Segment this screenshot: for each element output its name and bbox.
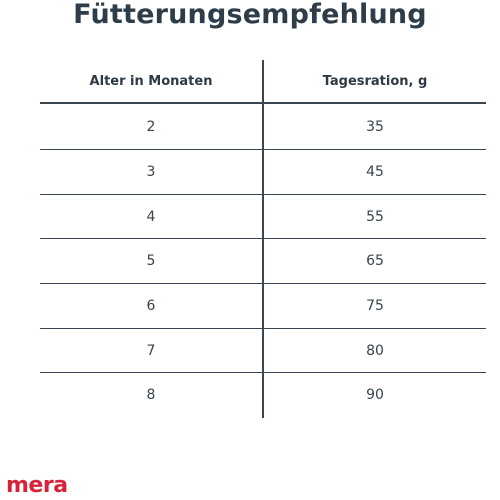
table-row-2-ration: 45 [366, 164, 384, 180]
feeding-table: Alter in Monaten Tagesration, g 2 35 3 4… [40, 60, 486, 418]
row-divider [40, 283, 486, 284]
row-divider [40, 328, 486, 329]
table-row-1-age: 2 [146, 119, 156, 135]
mera-logo: mera [6, 473, 68, 498]
header-divider [40, 102, 486, 104]
table-row-6-ration: 80 [366, 343, 384, 359]
row-divider [40, 194, 486, 195]
row-divider [40, 149, 486, 150]
header-daily-ration: Tagesration, g [322, 74, 428, 89]
table-row-3-age: 4 [146, 209, 156, 225]
table-row-3-ration: 55 [366, 209, 384, 225]
table-row-5-ration: 75 [366, 298, 384, 314]
table-row-2-age: 3 [146, 164, 156, 180]
table-row-1-ration: 35 [366, 119, 384, 135]
column-divider [262, 60, 264, 418]
table-row-4-age: 5 [146, 253, 156, 269]
page-title: Fütterungsempfehlung [73, 0, 427, 30]
table-row-6-age: 7 [146, 343, 156, 359]
header-age: Alter in Monaten [89, 74, 213, 89]
table-row-5-age: 6 [146, 298, 156, 314]
table-row-4-ration: 65 [366, 253, 384, 269]
row-divider [40, 372, 486, 373]
table-row-7-age: 8 [146, 387, 156, 403]
row-divider [40, 238, 486, 239]
table-row-7-ration: 90 [366, 387, 384, 403]
